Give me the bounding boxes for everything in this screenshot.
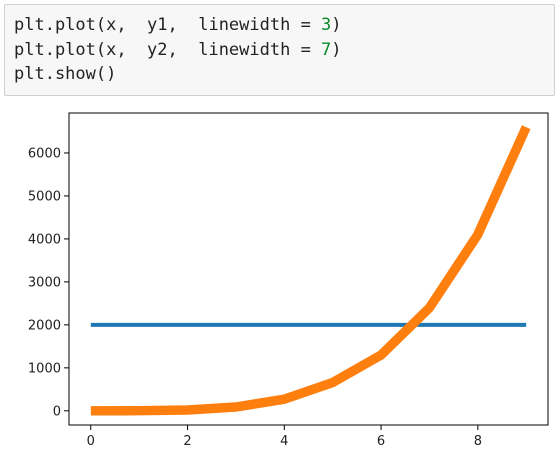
code-line-3: plt.show() xyxy=(14,64,117,84)
code-cell[interactable]: plt.plot(x, y1, linewidth = 3) plt.plot(… xyxy=(4,4,555,96)
y-tick-label: 5000 xyxy=(28,189,61,204)
axes-frame xyxy=(68,112,549,426)
x-tick-label: 4 xyxy=(280,434,288,449)
y-tick-label: 2000 xyxy=(28,318,61,333)
y-tick-label: 3000 xyxy=(28,275,61,290)
x-tick-label: 8 xyxy=(474,434,482,449)
code-line-1: plt.plot(x, y1, linewidth = 3) xyxy=(14,15,342,35)
x-tick-label: 6 xyxy=(377,434,385,449)
code-editor[interactable]: plt.plot(x, y1, linewidth = 3) plt.plot(… xyxy=(14,13,342,87)
series-line-y2 xyxy=(90,125,531,416)
code-line-2: plt.plot(x, y2, linewidth = 7) xyxy=(14,39,342,60)
x-tick-label: 0 xyxy=(87,434,95,449)
y-tick-label: 4000 xyxy=(28,232,61,247)
y-tick-label: 1000 xyxy=(28,361,61,376)
output-plot: 0 2 4 6 8 0 1000 2000 3000 4000 5000 6000 xyxy=(0,100,557,457)
line-chart: 0 2 4 6 8 0 1000 2000 3000 4000 5000 6000 xyxy=(28,112,549,449)
y-tick-label: 6000 xyxy=(28,146,61,161)
x-tick-label: 2 xyxy=(183,434,191,449)
y-tick-label: 0 xyxy=(53,404,61,419)
